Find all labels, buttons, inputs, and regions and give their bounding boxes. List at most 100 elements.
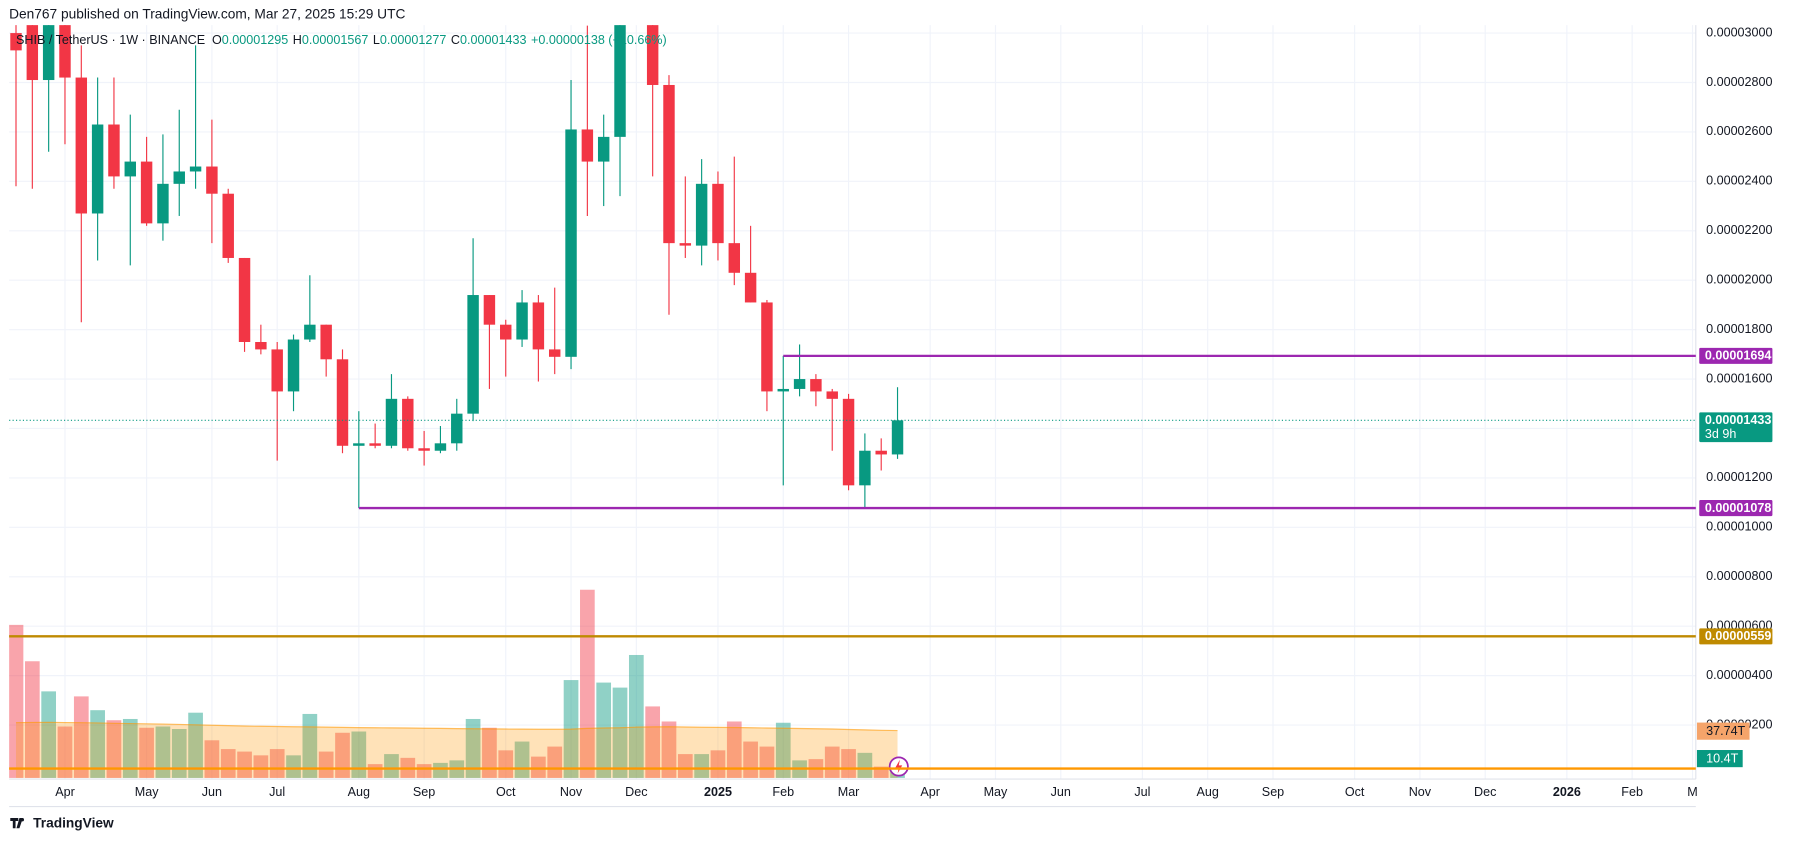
volume-bar: [677, 754, 693, 778]
volume-bar: [775, 722, 791, 778]
x-tick-label: 2025: [704, 785, 732, 799]
candle-body: [581, 129, 594, 162]
y-tick-label: 0.00002000: [1706, 273, 1772, 287]
candle-body: [565, 129, 577, 357]
candle-body: [369, 443, 381, 446]
volume-bar: [253, 755, 269, 778]
candle-body: [353, 443, 365, 446]
ohlc-key: C: [451, 34, 460, 48]
candle-body: [744, 272, 757, 303]
volume-bar: [873, 766, 889, 778]
x-tick-label: Oct: [496, 785, 516, 799]
volume-bar: [465, 718, 481, 778]
candle-body: [500, 324, 512, 340]
x-tick-label: Aug: [348, 785, 370, 799]
candle-body: [238, 257, 251, 342]
candle-body: [548, 349, 561, 357]
candle-body: [271, 349, 283, 392]
y-tick-label: 0.00002600: [1706, 124, 1772, 138]
volume-label: 10.4T: [1706, 751, 1738, 765]
candle-body: [59, 25, 71, 78]
symbol-legend: SHIB / TetherUS · 1W · BINANCE O0.0000129…: [16, 34, 667, 48]
x-tick-label: Apr: [920, 785, 940, 799]
volume-bar: [384, 754, 399, 778]
candle-body: [75, 77, 88, 214]
volume-bar: [122, 718, 138, 778]
volume-bar: [286, 755, 301, 778]
footer-logo: [10, 817, 25, 829]
candle-body: [614, 25, 626, 137]
last-price-bg: [1699, 412, 1773, 443]
candle-body: [646, 25, 659, 85]
candle-body: [287, 339, 300, 392]
x-tick-label: Nov: [1409, 785, 1432, 799]
volume-bar: [482, 727, 497, 778]
candle-body: [418, 448, 430, 451]
volume-bar: [269, 749, 285, 778]
volume-bar: [318, 751, 334, 778]
level-label-bg: [1699, 500, 1773, 517]
volume-bar: [188, 712, 203, 778]
volume-bar: [433, 762, 448, 778]
volume-bar: [596, 682, 612, 778]
x-tick-label: Oct: [1345, 785, 1365, 799]
level-label: 0.00000559: [1705, 629, 1771, 643]
candle-body: [10, 33, 22, 51]
candle-body: [173, 171, 185, 184]
candle-body: [826, 391, 838, 399]
candle-body: [26, 25, 39, 81]
ohlc-key: L: [373, 34, 380, 48]
y-tick-label: 0.00002400: [1706, 174, 1772, 188]
change: +0.00000138 (+10.66%): [531, 34, 667, 48]
y-tick-label: 0.00000400: [1706, 668, 1772, 682]
candle-body: [695, 183, 708, 246]
volume-bar: [302, 713, 318, 778]
volume-bar: [57, 726, 73, 778]
volume-bar: [237, 751, 252, 778]
x-tick-label: May: [135, 785, 159, 799]
y-tick-label: 0.00002200: [1706, 223, 1772, 237]
candle-body: [385, 398, 398, 446]
level-label: 0.00001078: [1705, 501, 1771, 515]
volume-bar: [106, 720, 122, 778]
volume-bar: [531, 756, 546, 778]
x-tick-label: Jul: [269, 785, 285, 799]
candle-body: [467, 295, 479, 414]
volume-ma-label: 37.74T: [1706, 724, 1745, 738]
candle-body: [842, 398, 855, 486]
candle-body: [91, 124, 104, 214]
y-tick-label: 0.00001000: [1706, 520, 1772, 534]
y-tick-label: 0.00001800: [1706, 322, 1772, 336]
candle-body: [222, 193, 234, 258]
volume-bar: [694, 754, 709, 778]
volume-bar: [857, 752, 873, 778]
candle-body: [597, 136, 610, 162]
volume-ma-line: [15, 721, 898, 732]
candle-body: [875, 450, 887, 455]
last-price-label: 0.00001433: [1705, 413, 1771, 427]
ohlc-value: 0.00001277: [380, 34, 446, 48]
candle-body: [532, 302, 545, 350]
candle-body: [712, 183, 724, 244]
level-label-bg: [1699, 628, 1773, 645]
ohlc-key: O: [212, 34, 222, 48]
ohlc-value: 0.00001433: [460, 34, 526, 48]
x-tick-label: Jul: [1134, 785, 1150, 799]
candle-body: [206, 166, 218, 194]
volume-bar: [24, 661, 40, 778]
volume-bar: [824, 746, 840, 778]
volume-bar: [41, 691, 56, 778]
x-tick-label: Sep: [1262, 785, 1284, 799]
candle-body: [451, 413, 463, 444]
candle-body: [777, 388, 789, 392]
x-tick-label: Nov: [560, 785, 583, 799]
candle-body: [679, 243, 692, 246]
y-tick-label: 0.00002800: [1706, 75, 1772, 89]
candle-body: [124, 161, 136, 177]
y-tick-label: 0.00000800: [1706, 569, 1772, 583]
plot-area: [9, 25, 905, 778]
ohlc-key: H: [293, 34, 302, 48]
y-tick-label: 0.00001600: [1706, 371, 1772, 385]
volume-bar: [661, 721, 677, 778]
